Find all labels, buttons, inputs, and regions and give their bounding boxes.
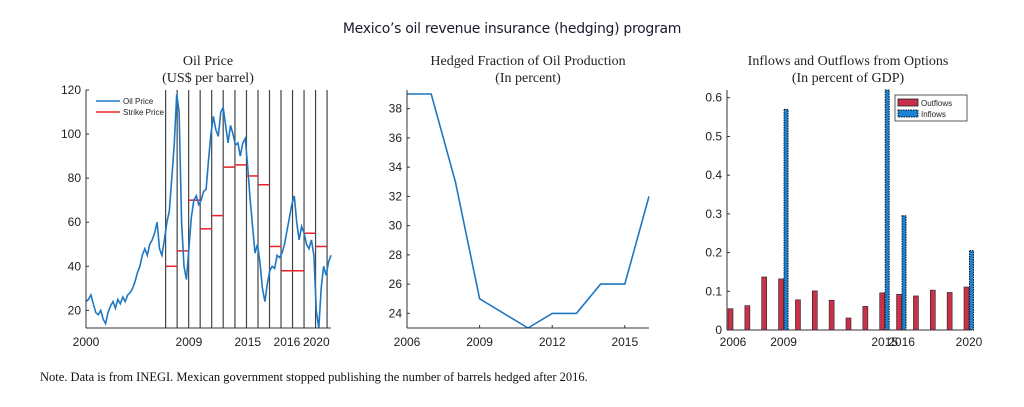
x-tick-label: 2006 <box>720 335 747 349</box>
legend-swatch-outflows <box>897 98 919 107</box>
hedged-fraction-panel: Hedged Fraction of Oil Production (In pe… <box>389 54 650 349</box>
outflow-bar <box>727 308 734 331</box>
y-ticks: 0 0.1 0.2 0.3 0.4 0.5 0.6 <box>705 91 730 337</box>
y-tick-label: 120 <box>61 83 81 97</box>
outflow-bar <box>795 299 801 331</box>
hedged-fraction-line <box>407 93 650 329</box>
x-tick-label: 2020 <box>303 335 330 349</box>
y-ticks: 20 40 60 80 100 120 <box>61 83 89 317</box>
outflow-bar <box>913 295 919 331</box>
options-flows-subtitle: (In percent of GDP) <box>792 71 905 86</box>
x-ticks: 2006 2009 2012 2015 <box>394 325 638 349</box>
figure-title: Mexico’s oil revenue insurance (hedging)… <box>342 21 682 37</box>
x-tick-label: 2016 <box>274 335 301 349</box>
outflow-bar <box>896 294 902 331</box>
outflow-bar <box>778 278 784 331</box>
x-tick-label: 2009 <box>176 335 203 349</box>
oil-price-panel: Oil Price (US$ per barrel) 20 40 60 80 100 12… <box>61 54 332 349</box>
y-tick-label: 36 <box>389 131 403 145</box>
oil-price-subtitle: (US$ per barrel) <box>162 71 254 86</box>
y-tick-label: 0.5 <box>705 129 722 143</box>
legend-label-oil: Oil Price <box>123 97 154 106</box>
footnote: Note. Data is from INEGI. Mexican govern… <box>40 370 588 384</box>
inflow-bar <box>969 250 974 331</box>
y-tick-label: 0.4 <box>705 168 722 182</box>
y-tick-label: 34 <box>389 160 403 174</box>
y-tick-label: 100 <box>61 127 81 141</box>
options-flows-panel: Inflows and Outflows from Options (In pe… <box>705 54 982 349</box>
outflow-bar <box>946 292 953 331</box>
outflow-bar <box>828 299 835 331</box>
oil-price-line <box>85 94 332 329</box>
outflow-bar <box>811 290 818 331</box>
x-tick-label: 2015 <box>611 335 638 349</box>
x-tick-label: 2016 <box>888 335 915 349</box>
y-tick-label: 40 <box>68 259 82 273</box>
x-tick-label: 2020 <box>956 335 983 349</box>
y-tick-label: 0.2 <box>705 246 722 260</box>
y-tick-label: 20 <box>68 303 82 317</box>
x-tick-label: 2000 <box>73 335 100 349</box>
hedged-fraction-subtitle: (In percent) <box>495 71 561 86</box>
y-tick-label: 80 <box>68 171 82 185</box>
outflow-bar <box>761 276 768 331</box>
options-flows-title: Inflows and Outflows from Options <box>748 54 949 69</box>
inflow-bar <box>783 108 789 331</box>
x-tick-label: 2009 <box>466 335 493 349</box>
hedged-fraction-title: Hedged Fraction of Oil Production <box>430 54 625 69</box>
y-ticks: 24 26 28 30 32 34 36 38 <box>389 102 410 320</box>
y-tick-label: 0.6 <box>705 91 722 105</box>
outflow-bar <box>845 317 852 331</box>
legend-label-strike: Strike Price <box>123 108 164 117</box>
outflow-bar <box>879 292 886 331</box>
legend: Outflows Inflows <box>894 94 968 122</box>
hedge-period-lines <box>165 90 328 328</box>
oil-price-title: Oil Price <box>183 54 233 69</box>
outflow-bar <box>744 305 751 331</box>
x-ticks: 2000 2009 2015 2016 2020 <box>73 335 330 349</box>
y-tick-label: 0 <box>715 323 722 337</box>
y-tick-label: 60 <box>68 215 82 229</box>
y-tick-label: 26 <box>389 277 403 291</box>
inflow-bar <box>901 215 907 331</box>
outflow-bar <box>862 306 869 331</box>
legend: Oil Price Strike Price <box>96 97 164 117</box>
y-tick-label: 0.3 <box>705 207 722 221</box>
y-tick-label: 30 <box>389 219 403 233</box>
x-tick-label: 2006 <box>394 335 421 349</box>
outflow-bar <box>963 286 970 331</box>
bars <box>727 89 974 331</box>
x-tick-label: 2009 <box>770 335 797 349</box>
legend-label-outflows: Outflows <box>921 99 952 108</box>
outflow-bar <box>929 289 936 331</box>
legend-swatch-inflows <box>897 109 919 118</box>
y-tick-label: 38 <box>389 102 403 116</box>
legend-label-inflows: Inflows <box>921 110 946 119</box>
y-tick-label: 28 <box>389 248 403 262</box>
y-tick-label: 24 <box>389 306 403 320</box>
x-tick-label: 2015 <box>871 335 898 349</box>
inflow-bar <box>884 89 890 331</box>
x-tick-label: 2015 <box>234 335 261 349</box>
y-tick-label: 0.1 <box>705 284 722 298</box>
y-tick-label: 32 <box>389 189 403 203</box>
x-tick-label: 2012 <box>539 335 566 349</box>
